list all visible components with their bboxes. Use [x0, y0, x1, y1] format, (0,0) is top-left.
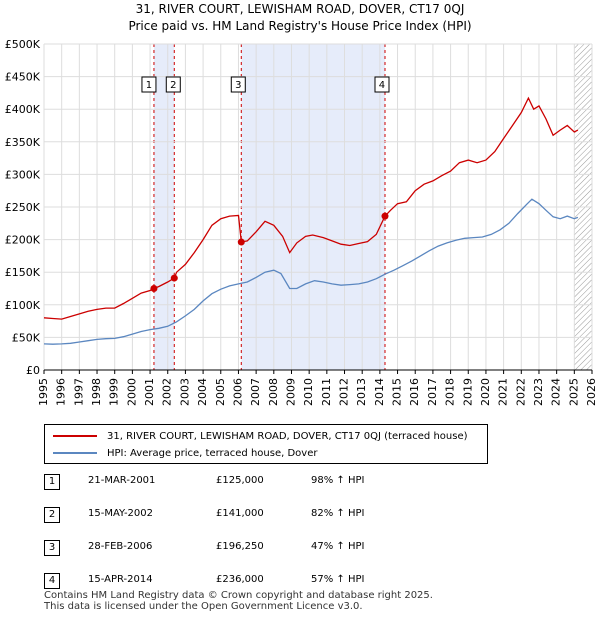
footer-attribution: Contains HM Land Registry data © Crown c… [44, 590, 433, 612]
transaction-label: 2 [170, 80, 176, 91]
x-tick-label: 2006 [231, 378, 244, 406]
y-tick-label: £350K [5, 136, 41, 149]
transaction-date: 28-FEB-2006 [88, 541, 153, 552]
y-tick-label: £300K [5, 168, 41, 181]
footer-line-2: This data is licensed under the Open Gov… [44, 601, 363, 612]
transaction-number: 4 [44, 573, 60, 589]
y-tick-label: £500K [5, 38, 41, 51]
table-row: 1 21-MAR-2001 £125,000 98% ↑ HPI [44, 474, 444, 492]
x-tick-label: 2020 [479, 378, 492, 406]
y-tick-label: £200K [5, 234, 41, 247]
chart-legend: 31, RIVER COURT, LEWISHAM ROAD, DOVER, C… [44, 424, 488, 464]
transaction-price: £236,000 [216, 574, 264, 585]
x-tick-label: 2011 [320, 378, 333, 406]
x-tick-label: 2008 [267, 378, 280, 406]
x-tick-label: 2025 [567, 378, 580, 406]
price-chart: 1 2 3 4 1995 1996 1997 1998 1999 2000 2001 2002 200… [5, 38, 598, 406]
y-tick-label: £450K [5, 71, 41, 84]
transaction-price: £196,250 [216, 541, 264, 552]
footer-line-1: Contains HM Land Registry data © Crown c… [44, 590, 433, 601]
x-tick-label: 2017 [426, 378, 439, 406]
transaction-label-box [165, 76, 181, 93]
transaction-number: 3 [44, 540, 60, 556]
y-tick-label: £150K [5, 266, 41, 279]
x-tick-label: 2010 [302, 378, 315, 406]
x-tick-label: 2015 [391, 378, 404, 406]
transaction-point [150, 285, 158, 292]
table-row: 4 15-APR-2014 £236,000 57% ↑ HPI [44, 573, 444, 591]
x-tick-label: 2000 [125, 378, 138, 406]
legend-item-hpi: HPI: Average price, terraced house, Dove… [53, 445, 317, 461]
transaction-label: 3 [235, 80, 241, 91]
x-tick-label: 2009 [284, 378, 297, 406]
transaction-date: 21-MAR-2001 [88, 475, 156, 486]
transaction-label-box [141, 76, 157, 93]
transaction-point [170, 274, 178, 282]
table-row: 3 28-FEB-2006 £196,250 47% ↑ HPI [44, 540, 444, 558]
x-tick-label: 1999 [108, 378, 121, 406]
y-tick-label: £250K [5, 201, 41, 214]
transaction-price: £141,000 [216, 508, 264, 519]
transaction-hpi: 57% ↑ HPI [311, 574, 365, 585]
x-tick-label: 1995 [37, 378, 50, 406]
transaction-label-box [230, 76, 246, 93]
legend-swatch-hpi [53, 452, 97, 454]
transaction-price: £125,000 [216, 475, 264, 486]
transaction-date: 15-APR-2014 [88, 574, 153, 585]
x-tick-label: 2016 [408, 378, 421, 406]
y-tick-label: £100K [5, 299, 41, 312]
x-tick-label: 2026 [585, 378, 598, 406]
transaction-label: 1 [146, 80, 152, 91]
y-tick-label: £0 [26, 364, 40, 377]
transaction-point [237, 238, 245, 246]
x-tick-label: 2023 [532, 378, 545, 406]
x-tick-label: 2014 [373, 378, 386, 406]
transaction-number: 2 [44, 507, 60, 523]
table-row: 2 15-MAY-2002 £141,000 82% ↑ HPI [44, 507, 444, 525]
chart-title-line2: Price paid vs. HM Land Registry's House … [128, 19, 472, 33]
transaction-label-box [374, 76, 390, 93]
x-tick-label: 2001 [143, 378, 156, 406]
x-tick-label: 2002 [161, 378, 174, 406]
transaction-date: 15-MAY-2002 [88, 508, 154, 519]
transaction-label: 4 [379, 80, 385, 91]
transaction-point [381, 212, 389, 220]
x-tick-label: 1997 [72, 378, 85, 406]
y-tick-label: £50K [12, 331, 41, 344]
legend-swatch-property [53, 435, 97, 437]
x-tick-label: 2022 [514, 378, 527, 406]
x-tick-label: 2012 [338, 378, 351, 406]
x-tick-label: 2018 [444, 378, 457, 406]
x-tick-label: 2019 [461, 378, 474, 406]
x-tick-label: 2024 [550, 378, 563, 406]
legend-item-property: 31, RIVER COURT, LEWISHAM ROAD, DOVER, C… [53, 428, 468, 444]
x-tick-label: 2021 [497, 378, 510, 406]
x-tick-label: 1998 [90, 378, 103, 406]
chart-title-line1: 31, RIVER COURT, LEWISHAM ROAD, DOVER, C… [135, 2, 465, 16]
transaction-hpi: 98% ↑ HPI [311, 475, 365, 486]
x-tick-label: 1996 [55, 378, 68, 406]
transaction-hpi: 82% ↑ HPI [311, 508, 365, 519]
y-tick-label: £400K [5, 103, 41, 116]
x-tick-label: 2005 [214, 378, 227, 406]
property-price-line [43, 96, 579, 320]
x-tick-label: 2004 [196, 378, 209, 406]
legend-label-property: 31, RIVER COURT, LEWISHAM ROAD, DOVER, C… [107, 430, 468, 442]
legend-label-hpi: HPI: Average price, terraced house, Dove… [107, 447, 318, 459]
transaction-hpi: 47% ↑ HPI [311, 541, 365, 552]
x-tick-label: 2013 [355, 378, 368, 406]
transaction-number: 1 [44, 474, 60, 490]
x-tick-label: 2003 [178, 378, 191, 406]
x-tick-label: 2007 [249, 378, 262, 406]
hpi-line [43, 198, 579, 345]
